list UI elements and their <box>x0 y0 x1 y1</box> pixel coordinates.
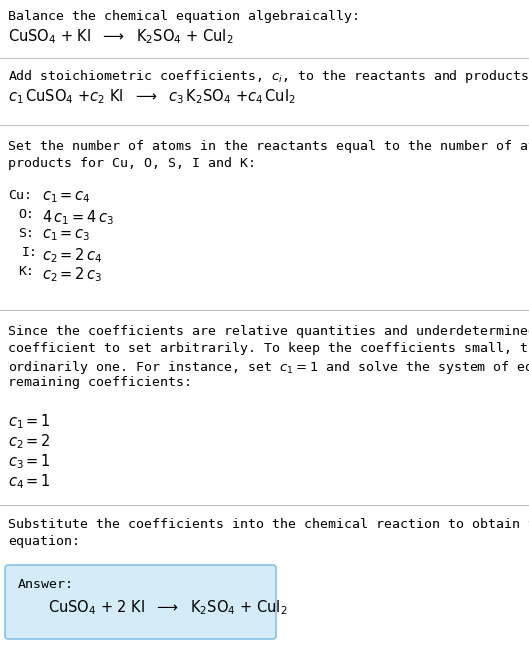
Text: K:: K: <box>18 265 34 278</box>
Text: Set the number of atoms in the reactants equal to the number of atoms in the: Set the number of atoms in the reactants… <box>8 140 529 153</box>
FancyBboxPatch shape <box>5 565 276 639</box>
Text: I:: I: <box>22 246 38 259</box>
Text: $c_1\,\mathrm{CuSO_4}$ $+ c_2$ KI  $\longrightarrow$  $c_3\,\mathrm{K_2SO_4}$ $+: $c_1\,\mathrm{CuSO_4}$ $+ c_2$ KI $\long… <box>8 87 296 105</box>
Text: ordinarily one. For instance, set $c_1 = 1$ and solve the system of equations fo: ordinarily one. For instance, set $c_1 =… <box>8 359 529 376</box>
Text: $c_1 = 1$: $c_1 = 1$ <box>8 412 51 431</box>
Text: $4\,c_1 = 4\,c_3$: $4\,c_1 = 4\,c_3$ <box>42 208 114 226</box>
Text: Substitute the coefficients into the chemical reaction to obtain the balanced: Substitute the coefficients into the che… <box>8 518 529 531</box>
Text: $c_1 = c_4$: $c_1 = c_4$ <box>42 189 91 204</box>
Text: Balance the chemical equation algebraically:: Balance the chemical equation algebraica… <box>8 10 360 23</box>
Text: products for Cu, O, S, I and K:: products for Cu, O, S, I and K: <box>8 157 256 170</box>
Text: $c_4 = 1$: $c_4 = 1$ <box>8 472 51 490</box>
Text: $c_1 = c_3$: $c_1 = c_3$ <box>42 227 90 243</box>
Text: coefficient to set arbitrarily. To keep the coefficients small, the arbitrary va: coefficient to set arbitrarily. To keep … <box>8 342 529 355</box>
Text: equation:: equation: <box>8 535 80 548</box>
Text: Since the coefficients are relative quantities and underdetermined, choose a: Since the coefficients are relative quan… <box>8 325 529 338</box>
Text: O:: O: <box>18 208 34 221</box>
Text: $\mathrm{CuSO_4}$ $+$ KI  $\longrightarrow$  $\mathrm{K_2SO_4}$ $+$ $\mathrm{CuI: $\mathrm{CuSO_4}$ $+$ KI $\longrightarro… <box>8 27 234 46</box>
Text: $c_2 = 2\,c_4$: $c_2 = 2\,c_4$ <box>42 246 103 265</box>
Text: Add stoichiometric coefficients, $c_i$, to the reactants and products:: Add stoichiometric coefficients, $c_i$, … <box>8 68 529 85</box>
Text: Cu:: Cu: <box>8 189 32 202</box>
Text: $c_3 = 1$: $c_3 = 1$ <box>8 452 51 471</box>
Text: $c_2 = 2\,c_3$: $c_2 = 2\,c_3$ <box>42 265 102 283</box>
Text: S:: S: <box>18 227 34 240</box>
Text: $c_2 = 2$: $c_2 = 2$ <box>8 432 51 451</box>
Text: remaining coefficients:: remaining coefficients: <box>8 376 192 389</box>
Text: $\mathrm{CuSO_4}$ $+$ 2 KI  $\longrightarrow$  $\mathrm{K_2SO_4}$ $+$ $\mathrm{C: $\mathrm{CuSO_4}$ $+$ 2 KI $\longrightar… <box>48 598 288 617</box>
Text: Answer:: Answer: <box>18 578 74 591</box>
